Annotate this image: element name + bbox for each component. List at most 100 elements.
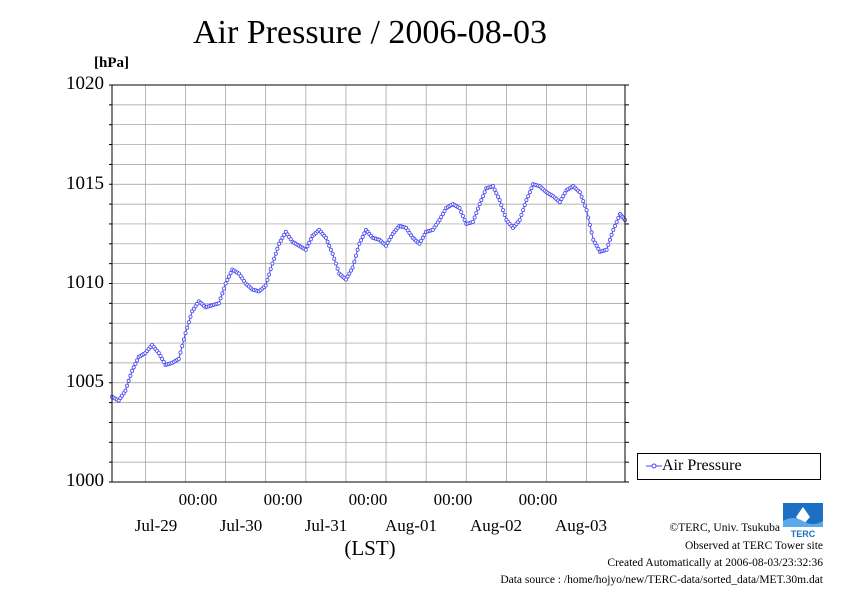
data-point bbox=[343, 277, 348, 282]
data-point bbox=[123, 388, 128, 393]
data-point bbox=[218, 296, 223, 301]
data-point bbox=[280, 235, 285, 240]
data-point bbox=[176, 356, 181, 361]
data-point bbox=[480, 194, 485, 199]
observed-text: Observed at TERC Tower site bbox=[684, 540, 823, 552]
data-point bbox=[422, 232, 427, 237]
data-point bbox=[502, 212, 507, 217]
data-point bbox=[357, 241, 362, 246]
data-point bbox=[350, 265, 355, 270]
x-tick-time-label: 00:00 bbox=[348, 490, 388, 509]
terc-logo-icon: TERC bbox=[783, 503, 823, 539]
y-tick-label: 1020 bbox=[66, 73, 104, 94]
data-point bbox=[265, 277, 270, 282]
data-point bbox=[490, 184, 495, 189]
data-point bbox=[440, 211, 445, 216]
data-point bbox=[591, 237, 596, 242]
data-point bbox=[474, 210, 479, 215]
data-point bbox=[562, 191, 567, 196]
series-air-pressure bbox=[110, 182, 628, 403]
data-point bbox=[582, 203, 587, 208]
data-point bbox=[419, 238, 424, 243]
data-point bbox=[275, 246, 280, 251]
data-point bbox=[325, 239, 330, 244]
data-point bbox=[348, 268, 353, 273]
data-point bbox=[328, 247, 333, 252]
data-point bbox=[477, 202, 482, 207]
data-point bbox=[160, 356, 165, 361]
data-point bbox=[180, 343, 185, 348]
data-point bbox=[387, 237, 392, 242]
data-point bbox=[383, 243, 388, 248]
data-point bbox=[529, 186, 534, 191]
legend-label: Air Pressure bbox=[662, 457, 742, 474]
x-tick-date-label: Aug-02 bbox=[470, 516, 522, 535]
data-point bbox=[470, 219, 475, 224]
data-point bbox=[133, 361, 138, 366]
data-point bbox=[385, 240, 390, 245]
data-point bbox=[272, 256, 277, 261]
data-point bbox=[135, 358, 140, 363]
x-tick-date-label: Aug-01 bbox=[385, 516, 437, 535]
data-point bbox=[267, 272, 272, 277]
data-point bbox=[579, 194, 584, 199]
data-point bbox=[592, 240, 597, 245]
data-point bbox=[181, 337, 186, 342]
data-point bbox=[495, 194, 500, 199]
data-point bbox=[332, 256, 337, 261]
data-point bbox=[355, 247, 360, 252]
data-point bbox=[472, 215, 477, 220]
data-point bbox=[577, 190, 582, 195]
data-point bbox=[526, 194, 531, 199]
x-tick-time-label: 00:00 bbox=[433, 490, 473, 509]
data-point bbox=[188, 314, 193, 319]
data-point bbox=[327, 243, 332, 248]
data-point bbox=[358, 238, 363, 243]
data-point bbox=[439, 214, 444, 219]
data-point bbox=[345, 274, 350, 279]
data-point bbox=[228, 271, 233, 276]
data-point bbox=[333, 261, 338, 266]
data-point bbox=[420, 235, 425, 240]
logo-text: TERC bbox=[791, 529, 816, 539]
data-point bbox=[303, 247, 308, 252]
x-tick-time-label: 00:00 bbox=[518, 490, 558, 509]
data-point bbox=[352, 259, 357, 264]
data-point bbox=[183, 331, 188, 336]
data-point bbox=[524, 198, 529, 203]
y-tick-label: 1010 bbox=[66, 272, 104, 293]
data-point bbox=[517, 217, 522, 222]
data-point bbox=[277, 241, 282, 246]
plot-frame bbox=[111, 84, 626, 483]
data-point bbox=[492, 187, 497, 192]
data-point bbox=[522, 203, 527, 208]
grid-lines bbox=[109, 84, 629, 483]
data-point bbox=[158, 353, 163, 358]
data-point bbox=[581, 199, 586, 204]
data-point bbox=[156, 350, 161, 355]
chart-title: Air Pressure / 2006-08-03 bbox=[192, 14, 548, 51]
data-point bbox=[497, 198, 502, 203]
data-point bbox=[586, 215, 591, 220]
data-point bbox=[216, 301, 221, 306]
data-point bbox=[462, 217, 467, 222]
data-point bbox=[278, 238, 283, 243]
x-tick-time-label: 00:00 bbox=[178, 490, 218, 509]
data-point bbox=[521, 208, 526, 213]
y-tick-label: 1000 bbox=[66, 470, 104, 491]
data-point bbox=[608, 237, 613, 242]
data-point bbox=[561, 194, 566, 199]
data-point bbox=[126, 378, 131, 383]
copyright-text: ©TERC, Univ. Tsukuba bbox=[669, 522, 780, 534]
data-point bbox=[527, 190, 532, 195]
data-point bbox=[417, 241, 422, 246]
data-point bbox=[559, 197, 564, 202]
data-point bbox=[437, 217, 442, 222]
data-point bbox=[161, 359, 166, 364]
data-point bbox=[125, 383, 130, 388]
data-point bbox=[557, 200, 562, 205]
data-point bbox=[308, 237, 313, 242]
data-point bbox=[457, 206, 462, 211]
data-point bbox=[221, 286, 226, 291]
data-point bbox=[606, 242, 611, 247]
